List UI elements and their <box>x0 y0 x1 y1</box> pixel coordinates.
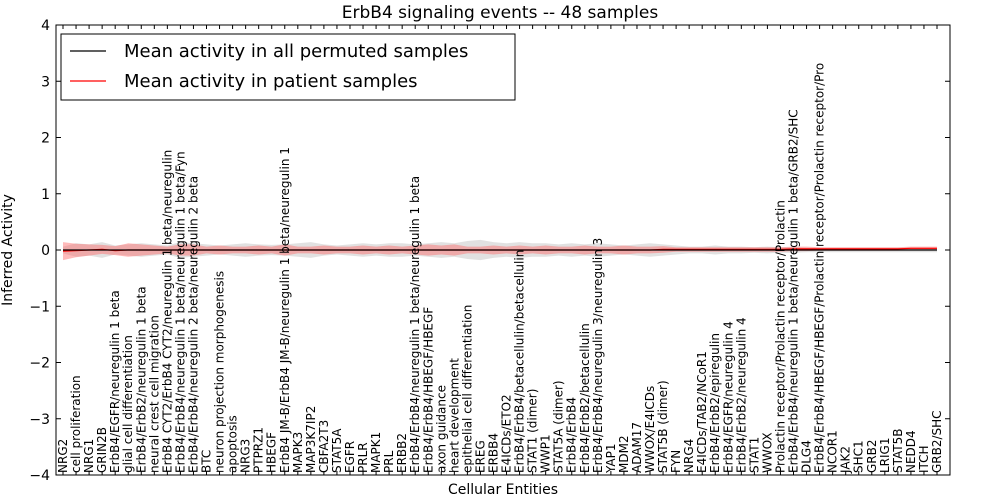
category-label: STAT5B <box>891 429 905 474</box>
category-label: MAPK3 <box>291 432 305 473</box>
category-label: neural crest cell migration <box>147 315 161 473</box>
category-label: NRG2 <box>56 439 70 473</box>
category-label: WWOX/E4ICDs <box>643 386 657 473</box>
band-patient <box>63 242 937 261</box>
category-label: E4ICDs/ETO2 <box>500 394 514 473</box>
category-label: ErbB4/ErbB2/epiregulin <box>708 333 722 473</box>
category-label: PTPRZ1 <box>252 427 266 473</box>
legend-label-patient: Mean activity in patient samples <box>124 71 418 92</box>
category-label: STAT5A (dimer) <box>552 380 566 473</box>
category-label: MAPK1 <box>369 432 383 473</box>
y-axis-label: Inferred Activity <box>0 194 16 306</box>
category-label: STAT5B (dimer) <box>656 380 670 473</box>
category-label: EREG <box>473 440 487 473</box>
category-label: JAK2 <box>839 446 853 474</box>
plot-frame <box>55 24 951 476</box>
category-label: cell proliferation <box>69 375 83 473</box>
category-label: ErbB4/ErbB4/neuregulin 1 beta/neuregulin… <box>787 109 801 473</box>
category-label: CBFA2T3 <box>317 420 331 473</box>
chart-title: ErbB4 signaling events -- 48 samples <box>342 3 659 23</box>
category-label: NEDD4 <box>904 430 918 473</box>
category-label: STAT5A <box>330 428 344 473</box>
legend: Mean activity in all permuted samples Me… <box>60 33 516 101</box>
y-tick-label: −3 <box>29 412 50 428</box>
category-label: ITCH <box>917 445 931 473</box>
category-label: apoptosis <box>226 415 240 473</box>
category-label: GRB2/SHC <box>930 410 944 473</box>
category-label: HBEGF <box>265 432 279 473</box>
category-label: ErbB4/ErbB4 <box>565 397 579 473</box>
category-label: ErbB4/EGFR/neuregulin 1 beta <box>108 290 122 473</box>
category-label: BTC <box>200 450 214 473</box>
category-label: glial cell differentiation <box>121 335 135 473</box>
category-label: ADAM17 <box>630 422 644 473</box>
category-label: E4ICDs/TAB2/NCoR1 <box>695 351 709 473</box>
category-label: MAP3K7IP2 <box>304 406 318 473</box>
category-label: STAT1 <box>747 437 761 473</box>
legend-box <box>60 33 516 101</box>
category-label: NCOR1 <box>826 430 840 473</box>
category-label: ErbB4 CYT2/ErbB4 CYT2/neuregulin 1 beta/… <box>160 150 174 473</box>
y-tick-label: −2 <box>29 356 50 372</box>
category-label: NRG1 <box>82 439 96 473</box>
category-label: axon guidance <box>434 385 448 473</box>
y-tick-label: −1 <box>29 299 50 315</box>
category-label: SHC1 <box>852 440 866 473</box>
category-label: GRIN2B <box>95 427 109 473</box>
category-label: ErbB4/ErbB4/HBEGF/HBEGF <box>421 307 435 473</box>
category-label: NRG3 <box>239 439 253 473</box>
category-label: STAT1 (dimer) <box>526 389 540 473</box>
category-label: ErbB4/ErbB4/neuregulin 1 beta/neuregulin… <box>408 176 422 473</box>
category-label: PRL <box>382 450 396 473</box>
x-axis-label: Cellular Entities <box>448 482 558 498</box>
category-label: ErbB4 JM-B/ErbB4 JM-B/neuregulin 1 beta/… <box>278 147 292 473</box>
category-labels: NRG2 cell proliferation NRG1 GRIN2B ErbB4/EG… <box>56 63 944 474</box>
category-label: epithelial cell differentiation <box>460 305 474 473</box>
category-label: GRB2 <box>865 439 879 473</box>
category-label: ErbB4/ErbB4/neuregulin 3/neuregulin 3 <box>591 238 605 473</box>
category-label: neuron projection morphogenesis <box>213 271 227 473</box>
category-label: FYN <box>669 450 683 473</box>
category-label: ErbB4/ErbB4/HBEGF/HBEGF/Prolactin recept… <box>813 63 827 473</box>
category-label: LRIG1 <box>878 438 892 474</box>
category-label: EGFR <box>343 441 357 473</box>
category-label: ErbB4/ErbB2/neuregulin 1 beta <box>134 286 148 473</box>
category-label: ErbB4/EGFR/neuregulin 4 <box>721 321 735 473</box>
series-lines <box>62 247 937 252</box>
category-label: ErbB4/ErbB4/neuregulin 1 beta/neuregulin… <box>173 151 187 473</box>
y-tick-label: 4 <box>41 18 50 34</box>
y-tick-label: 0 <box>41 243 50 259</box>
category-label: ERBB2 <box>395 433 409 473</box>
category-label: WWP1 <box>539 434 553 473</box>
category-label: heart development <box>447 358 461 473</box>
category-label: ErbB4/ErbB2/betacellulin <box>578 323 592 473</box>
category-label: ErbB4/ErbB4/betacellulin/betacellulin <box>513 250 527 473</box>
category-label: ErbB4/ErbB4/neuregulin 2 beta/neuregulin… <box>186 176 200 473</box>
y-tick-label: 3 <box>41 74 50 90</box>
category-label: YAP1 <box>604 444 618 474</box>
category-label: MDM2 <box>617 435 631 473</box>
category-label: Prolactin receptor/Prolactin receptor/Pr… <box>774 200 788 473</box>
category-label: WWOX <box>760 432 774 473</box>
category-label: ErbB4/ErbB2/neuregulin 4 <box>734 317 748 473</box>
y-tick-label: −4 <box>29 468 50 484</box>
axis-ticks: −4 −3 −2 −1 0 1 2 3 4 <box>29 18 950 484</box>
category-label: PRLR <box>356 442 370 473</box>
legend-label-permuted: Mean activity in all permuted samples <box>124 41 468 62</box>
y-tick-label: 1 <box>41 187 50 203</box>
y-tick-label: 2 <box>41 131 50 147</box>
category-label: NRG4 <box>682 439 696 473</box>
category-label: ERBB4 <box>487 433 501 473</box>
category-label: DLG4 <box>800 440 814 473</box>
